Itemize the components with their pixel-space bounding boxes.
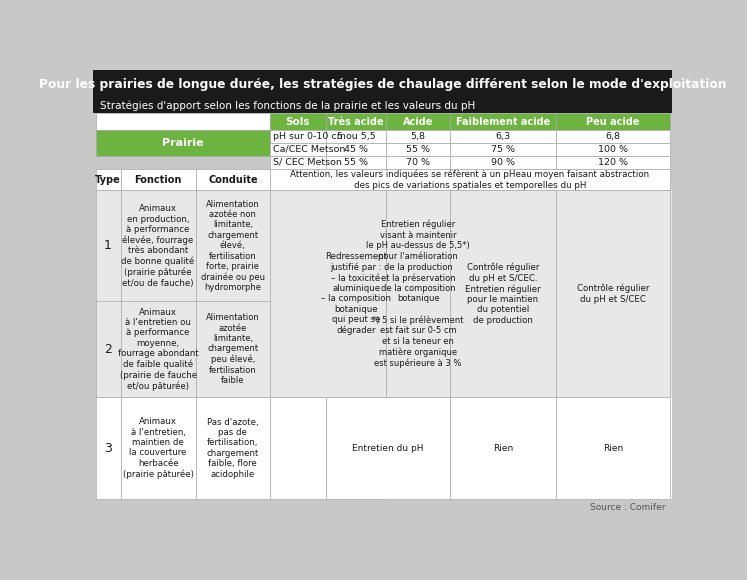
Bar (386, 190, 450, 397)
Text: Ca/CEC Metson: Ca/CEC Metson (273, 145, 346, 154)
Bar (96, 397, 120, 499)
Text: 5 ou 5,5: 5 ou 5,5 (337, 132, 376, 141)
Bar (120, 302, 196, 397)
Text: Sols: Sols (285, 117, 310, 127)
Bar (96, 130, 270, 143)
Bar (556, 190, 670, 397)
Text: Peu acide: Peu acide (586, 117, 639, 127)
Bar (326, 130, 386, 143)
Text: Stratégies d'apport selon les fonctions de la prairie et les valeurs du pH: Stratégies d'apport selon les fonctions … (99, 101, 475, 111)
Bar (326, 114, 386, 130)
Text: Fonction: Fonction (134, 175, 182, 184)
Bar (93, 70, 672, 99)
Text: 55 %: 55 % (344, 158, 368, 167)
Text: Alimentation
azotée
limitante,
chargement
peu élevé,
fertilisation
faible: Alimentation azotée limitante, chargemen… (206, 313, 260, 385)
Bar (556, 114, 670, 130)
Text: Type: Type (95, 175, 121, 184)
Text: Redressement
justifié par :
– la toxicité
aluminique
– la composition
botanique
: Redressement justifié par : – la toxicit… (321, 252, 391, 335)
Text: Faiblement acide: Faiblement acide (456, 117, 550, 127)
Text: Conduite: Conduite (208, 175, 258, 184)
Text: Animaux
en production,
à performance
élevée, fourrage
très abondant
de bonne qua: Animaux en production, à performance éle… (122, 204, 195, 288)
Text: Contrôle régulier
du pH et S/CEC: Contrôle régulier du pH et S/CEC (577, 284, 649, 303)
Text: pH sur 0-10 cm: pH sur 0-10 cm (273, 132, 346, 141)
Text: Rien: Rien (493, 444, 513, 452)
Bar (196, 190, 270, 302)
Bar (450, 397, 556, 499)
Text: 6,3: 6,3 (495, 132, 510, 141)
Bar (93, 99, 672, 114)
Bar (270, 156, 326, 169)
Text: 55 %: 55 % (406, 145, 430, 154)
Text: Entretien régulier
visant à maintenir
le pH au-dessus de 5,5*)
pour l'améliorati: Entretien régulier visant à maintenir le… (366, 220, 470, 368)
Bar (96, 190, 120, 397)
Bar (93, 499, 672, 516)
Text: Source : Comifer: Source : Comifer (590, 503, 666, 512)
Bar (196, 169, 270, 190)
Text: Attention, les valeurs indiquées se réfèrent à un pHeau moyen faisant abstractio: Attention, les valeurs indiquées se réfè… (291, 170, 650, 190)
Bar (556, 397, 670, 499)
Bar (450, 143, 556, 156)
Bar (196, 397, 270, 499)
Bar (326, 143, 386, 156)
Bar (450, 114, 556, 130)
Bar (96, 302, 120, 397)
Bar (196, 302, 270, 397)
Bar (450, 130, 556, 143)
Bar (96, 190, 672, 397)
Bar (386, 130, 450, 143)
Text: 3: 3 (104, 441, 112, 455)
Bar (96, 114, 270, 130)
Text: Rien: Rien (603, 444, 623, 452)
Text: Très acide: Très acide (328, 117, 384, 127)
Text: Animaux
à l'entretien ou
à performance
moyenne,
fourrage abondant
de faible qual: Animaux à l'entretien ou à performance m… (118, 307, 199, 390)
Bar (386, 143, 450, 156)
Text: Alimentation
azotée non
limitante,
chargement
élevé,
fertilisation
forte, prairi: Alimentation azotée non limitante, charg… (201, 200, 265, 292)
Bar (326, 397, 386, 499)
Bar (556, 156, 670, 169)
Bar (270, 190, 386, 397)
Text: 1: 1 (104, 240, 112, 252)
Text: 120 %: 120 % (598, 158, 628, 167)
Bar (270, 143, 326, 156)
Text: 5,8: 5,8 (411, 132, 426, 141)
Bar (326, 156, 386, 169)
Text: 6,8: 6,8 (606, 132, 621, 141)
Text: 100 %: 100 % (598, 145, 628, 154)
Text: Pour les prairies de longue durée, les stratégies de chaulage différent selon le: Pour les prairies de longue durée, les s… (39, 78, 726, 90)
Text: 75 %: 75 % (491, 145, 515, 154)
Text: 90 %: 90 % (491, 158, 515, 167)
Bar (96, 397, 672, 499)
Text: Acide: Acide (403, 117, 433, 127)
Bar (450, 190, 556, 397)
Text: Animaux
à l'entretien,
maintien de
la couverture
herbacée
(prairie pâturée): Animaux à l'entretien, maintien de la co… (123, 417, 193, 479)
Bar (326, 397, 450, 499)
Text: Contrôle régulier
du pH et S/CEC.
Entretien régulier
pour le maintien
du potenti: Contrôle régulier du pH et S/CEC. Entret… (465, 263, 541, 325)
Bar (556, 143, 670, 156)
Bar (556, 130, 670, 143)
Text: Pas d'azote,
pas de
fertilisation,
chargement
faible, flore
acidophile: Pas d'azote, pas de fertilisation, charg… (207, 418, 259, 478)
Bar (120, 397, 196, 499)
Text: Prairie: Prairie (162, 138, 204, 148)
Bar (120, 169, 196, 190)
Bar (270, 397, 326, 499)
Text: Entretien du pH: Entretien du pH (352, 444, 424, 452)
Bar (270, 130, 326, 143)
Text: 2: 2 (104, 343, 112, 356)
Bar (96, 130, 270, 156)
Bar (450, 156, 556, 169)
Text: 45 %: 45 % (344, 145, 368, 154)
Bar (270, 114, 326, 130)
Text: S/ CEC Metson: S/ CEC Metson (273, 158, 342, 167)
Bar (120, 190, 196, 302)
Bar (386, 156, 450, 169)
Text: 70 %: 70 % (406, 158, 430, 167)
Bar (386, 114, 450, 130)
Bar (96, 169, 120, 190)
Bar (270, 169, 670, 190)
